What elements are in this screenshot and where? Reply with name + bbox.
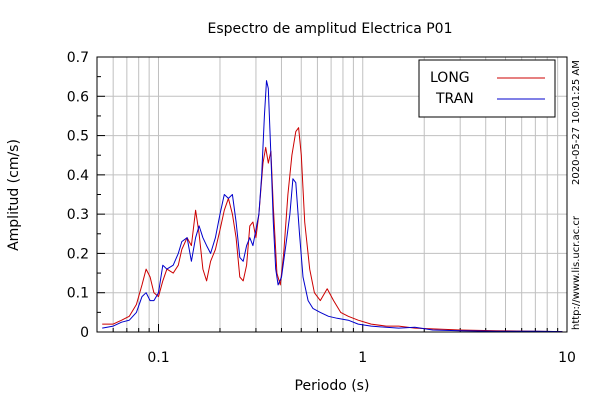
x-tick-label: 10 xyxy=(558,350,576,366)
y-tick-label: 0.3 xyxy=(67,207,89,223)
x-tick-labels: 0.1 1 10 xyxy=(147,350,576,366)
legend-label-long: LONG xyxy=(430,70,470,86)
y-tick-labels: 0 0.1 0.2 0.3 0.4 0.5 0.6 0.7 xyxy=(67,50,89,341)
y-tick-label: 0.7 xyxy=(67,50,89,66)
y-tick-label: 0.4 xyxy=(67,168,89,184)
legend: LONG TRAN xyxy=(418,59,556,118)
y-tick-label: 0 xyxy=(80,325,89,341)
chart-title: Espectro de amplitud Electrica P01 xyxy=(208,21,453,37)
url-annotation: http://www.lis.ucr.ac.cr xyxy=(571,215,582,330)
series-line-long xyxy=(102,127,563,333)
legend-box xyxy=(418,59,556,118)
x-axis-label: Periodo (s) xyxy=(295,378,370,394)
y-tick-label: 0.2 xyxy=(67,246,89,262)
plot-frame xyxy=(96,56,568,333)
x-tick-label: 1 xyxy=(358,350,367,366)
y-tick-label: 0.1 xyxy=(67,286,89,302)
legend-label-tran: TRAN xyxy=(435,91,474,107)
x-tick-label: 0.1 xyxy=(147,350,169,366)
y-axis-label: Amplitud (cm/s) xyxy=(6,139,22,251)
timestamp-annotation: 2020-05-27 10:01:25 AM xyxy=(571,60,582,185)
y-tick-label: 0.6 xyxy=(67,89,89,105)
series-layer xyxy=(102,80,563,333)
series-line-tran xyxy=(102,80,563,333)
y-tick-label: 0.5 xyxy=(67,129,89,145)
